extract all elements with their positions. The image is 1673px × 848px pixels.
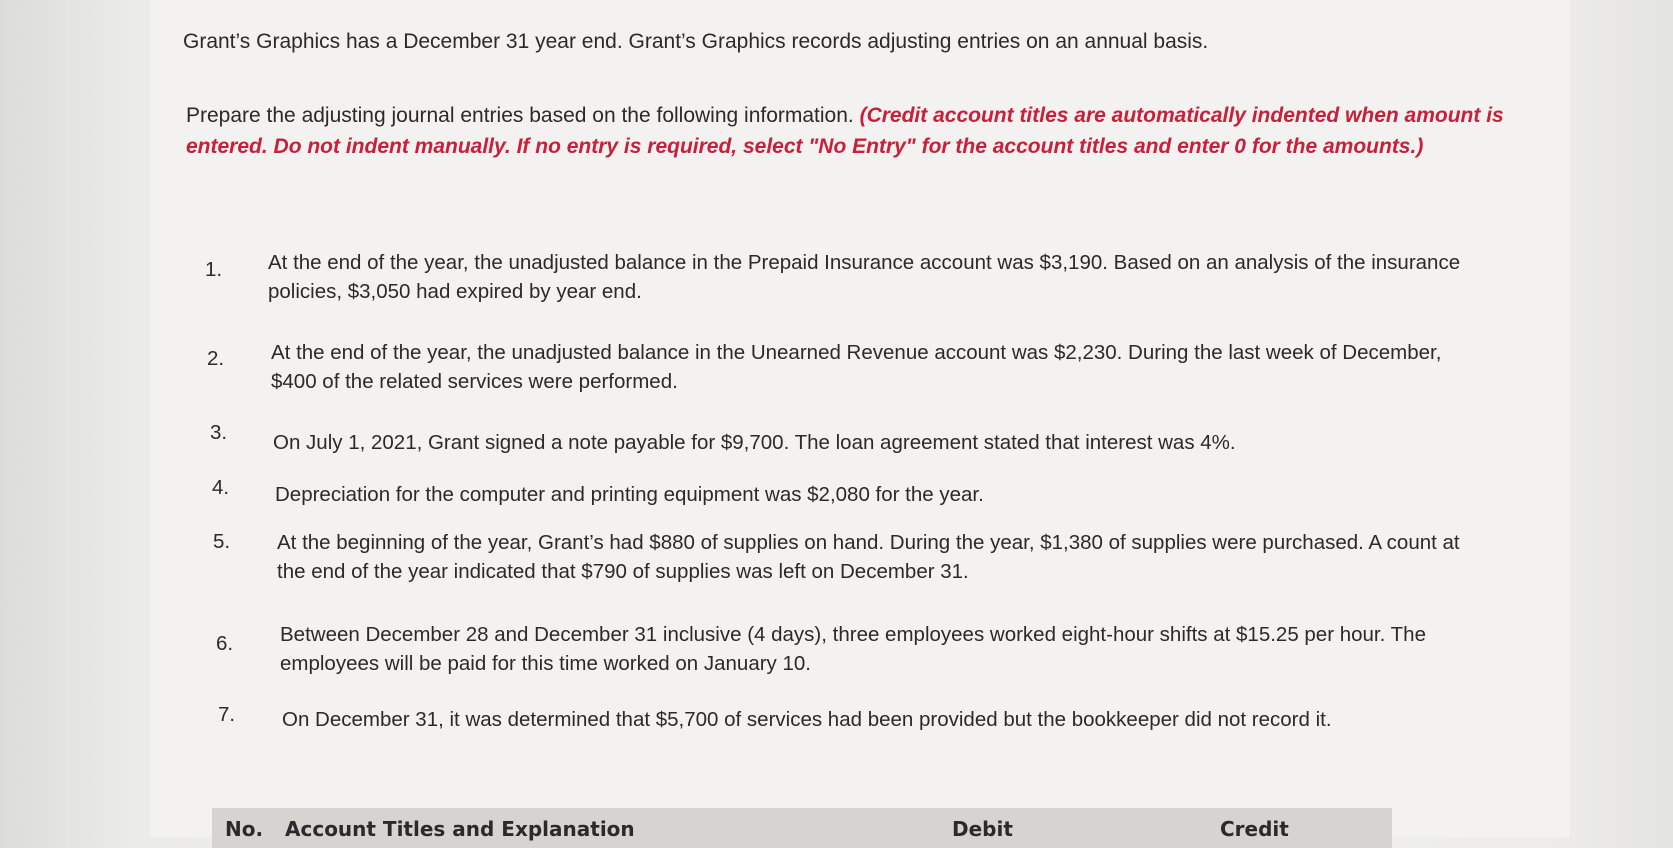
col-credit: Credit: [1220, 817, 1289, 841]
journal-table-header: No. Account Titles and Explanation Debit…: [212, 808, 1392, 848]
list-item: At the end of the year, the unadjusted b…: [271, 341, 1442, 393]
item-number: 7.: [218, 703, 236, 726]
item-number: 3.: [210, 421, 228, 444]
item-number: 6.: [216, 632, 234, 655]
content-panel: [150, 0, 1570, 837]
col-no: No.: [225, 817, 264, 841]
list-item: On July 1, 2021, Grant signed a note pay…: [273, 431, 1236, 454]
col-account-titles: Account Titles and Explanation: [285, 817, 635, 841]
item-number: 2.: [207, 347, 225, 370]
instructions-note: (Credit account titles are automatically…: [186, 104, 1504, 158]
instructions: Prepare the adjusting journal entries ba…: [186, 100, 1546, 162]
item-number: 5.: [213, 530, 231, 553]
list-item: Between December 28 and December 31 incl…: [280, 623, 1426, 675]
list-item: At the beginning of the year, Grant’s ha…: [277, 531, 1460, 583]
list-item: On December 31, it was determined that $…: [282, 708, 1332, 731]
intro-text: Grant’s Graphics has a December 31 year …: [183, 30, 1209, 53]
instructions-text: Prepare the adjusting journal entries ba…: [186, 104, 854, 127]
list-item: Depreciation for the computer and printi…: [275, 483, 984, 506]
list-item: At the end of the year, the unadjusted b…: [268, 251, 1461, 303]
item-number: 1.: [205, 258, 223, 281]
item-number: 4.: [212, 476, 230, 499]
col-debit: Debit: [952, 817, 1013, 841]
